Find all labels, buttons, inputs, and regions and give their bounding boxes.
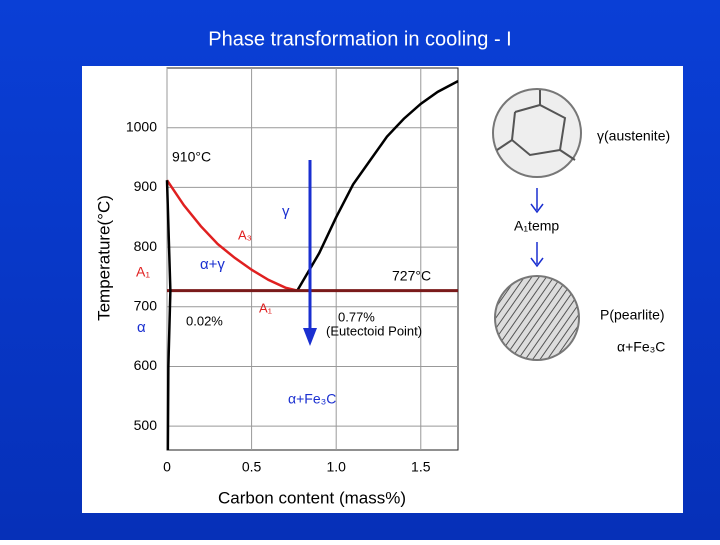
annotation: 0.02% xyxy=(186,313,223,328)
plot: 500 600 700 800 900 1000 0 0.5 1.0 1.5 xyxy=(126,68,459,475)
side-label: P(pearlite) xyxy=(600,307,665,323)
side-label: α+Fe₃C xyxy=(617,339,665,355)
annotation: (Eutectoid Point) xyxy=(326,323,422,338)
series-line xyxy=(296,80,459,292)
y-tick-label: 1000 xyxy=(126,118,157,134)
down-arrow-head xyxy=(530,203,544,214)
y-tick-label: 600 xyxy=(134,357,158,373)
x-axis-label: Carbon content (mass%) xyxy=(218,488,406,507)
x-tick-label: 1.0 xyxy=(326,459,346,475)
pearlite-image xyxy=(494,275,580,361)
down-arrow-head xyxy=(530,257,544,268)
annotation: γ xyxy=(282,203,290,220)
series-line xyxy=(165,180,172,451)
side-label: A₁temp xyxy=(514,218,559,234)
grain xyxy=(496,139,513,151)
annotation: A₃ xyxy=(238,227,252,242)
arrow-head xyxy=(303,328,317,346)
annotation: α+Fe₃C xyxy=(288,391,336,407)
annotation: A₁ xyxy=(136,264,150,280)
slide-title: Phase transformation in cooling - I xyxy=(208,28,512,50)
y-axis-label: Temperature(°C) xyxy=(94,195,113,321)
grain xyxy=(559,149,576,161)
annotation: 0.77% xyxy=(338,309,375,324)
x-tick-label: 0 xyxy=(163,459,171,475)
annotation: α xyxy=(137,319,146,336)
austenite-image xyxy=(492,88,582,178)
side-label: γ(austenite) xyxy=(597,128,670,144)
annotation: 910°C xyxy=(172,149,211,165)
y-tick-label: 500 xyxy=(134,417,158,433)
annotation: A₁ xyxy=(259,300,273,315)
annotation: α+γ xyxy=(200,256,225,273)
y-tick-label: 800 xyxy=(134,238,158,254)
y-tick-label: 900 xyxy=(134,178,158,194)
y-tick-label: 700 xyxy=(134,297,158,313)
annotation: 727°C xyxy=(392,268,431,284)
series-line xyxy=(165,179,298,292)
x-tick-label: 0.5 xyxy=(242,459,262,475)
x-tick-label: 1.5 xyxy=(411,459,431,475)
